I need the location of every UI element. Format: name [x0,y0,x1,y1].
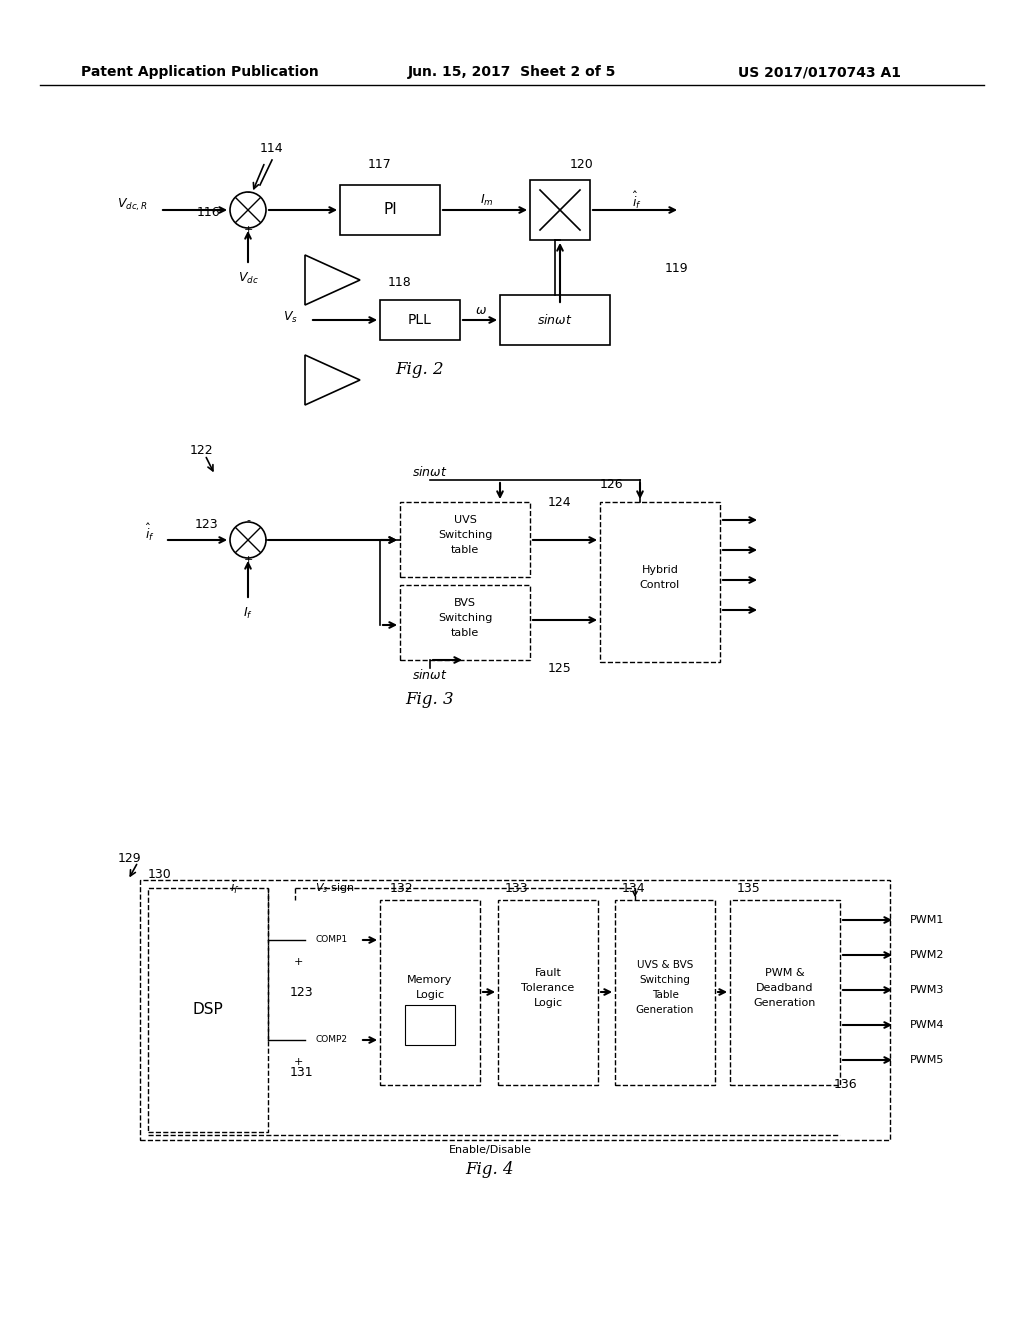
Text: UVS & BVS: UVS & BVS [637,960,693,970]
Bar [340,185,440,235]
Bar [600,502,720,663]
Text: Control: Control [640,579,680,590]
Bar [380,300,460,341]
Text: Fig. 3: Fig. 3 [406,692,455,709]
Text: 118: 118 [388,276,412,289]
Text: $V_s$: $V_s$ [283,309,298,325]
Text: 123: 123 [290,986,313,999]
Text: table: table [451,628,479,638]
Text: 133: 133 [505,882,528,895]
Text: $\hat{i}_f$: $\hat{i}_f$ [145,521,155,543]
Text: Tolerance: Tolerance [521,983,574,993]
Bar [730,900,840,1085]
Text: 126: 126 [600,479,624,491]
Text: PWM &: PWM & [765,968,805,978]
Text: Generation: Generation [754,998,816,1008]
Text: PWM1: PWM1 [910,915,944,925]
Text: PLL: PLL [408,313,432,327]
Text: $V_{dc,R}$: $V_{dc,R}$ [118,197,148,214]
Text: 135: 135 [737,882,761,895]
Text: 116: 116 [197,206,220,219]
Text: DSP: DSP [193,1002,223,1018]
Text: +: + [293,957,303,968]
Text: 130: 130 [148,869,172,882]
Text: -: - [246,515,250,525]
Text: BVS: BVS [454,598,476,609]
Text: $sin\omega t$: $sin\omega t$ [413,668,447,682]
Text: $\omega$: $\omega$ [475,304,487,317]
Text: Jun. 15, 2017  Sheet 2 of 5: Jun. 15, 2017 Sheet 2 of 5 [408,65,616,79]
Text: PWM2: PWM2 [910,950,944,960]
Text: 122: 122 [190,444,214,457]
Text: table: table [451,545,479,554]
Text: 125: 125 [548,661,571,675]
Bar [530,180,590,240]
Text: 136: 136 [834,1078,857,1092]
Text: PI: PI [383,202,397,218]
Bar [380,900,480,1085]
Text: $sin\omega t$: $sin\omega t$ [413,465,447,479]
Text: 119: 119 [665,261,688,275]
Text: 120: 120 [570,158,594,172]
Text: Table: Table [651,990,679,1001]
Text: COMP1: COMP1 [316,936,348,945]
Text: Hybrid: Hybrid [642,565,679,576]
Text: +: + [244,224,253,235]
Text: -: - [246,187,250,197]
Text: Generation: Generation [636,1005,694,1015]
Text: PWM5: PWM5 [910,1055,944,1065]
Text: Enable/Disable: Enable/Disable [449,1144,531,1155]
Text: Switching: Switching [438,612,493,623]
Bar [400,585,530,660]
Bar [140,880,890,1140]
Text: 129: 129 [118,851,141,865]
Text: 114: 114 [260,141,284,154]
Text: $i_f$: $i_f$ [230,880,240,896]
Text: COMP2: COMP2 [316,1035,348,1044]
Bar [615,900,715,1085]
Text: US 2017/0170743 A1: US 2017/0170743 A1 [738,65,901,79]
Bar [500,294,610,345]
Text: Fault: Fault [535,968,561,978]
Text: UVS: UVS [454,515,476,525]
Text: 131: 131 [290,1065,313,1078]
Bar [498,900,598,1085]
Text: Switching: Switching [438,531,493,540]
Text: Fig. 4: Fig. 4 [466,1162,514,1179]
Text: PWM4: PWM4 [910,1020,944,1030]
Text: Fig. 2: Fig. 2 [395,362,444,379]
Text: $V_{dc}$: $V_{dc}$ [238,271,258,285]
Text: 134: 134 [622,882,645,895]
Text: $V_s$ sign: $V_s$ sign [315,880,354,895]
Bar [406,1005,455,1045]
Bar [148,888,268,1133]
Text: $I_m$: $I_m$ [480,193,494,207]
Text: PWM3: PWM3 [910,985,944,995]
Text: 123: 123 [195,519,218,532]
Text: Logic: Logic [534,998,562,1008]
Text: Switching: Switching [640,975,690,985]
Text: Memory: Memory [408,975,453,985]
Text: 132: 132 [390,882,414,895]
Text: 117: 117 [368,158,392,172]
Text: $I_f$: $I_f$ [243,606,253,620]
Text: Logic: Logic [416,990,444,1001]
Text: +: + [293,1057,303,1067]
Text: $sin\omega t$: $sin\omega t$ [538,313,572,327]
Bar [400,502,530,577]
Text: +: + [244,554,253,565]
Text: $\hat{i}_f$: $\hat{i}_f$ [632,189,642,211]
Text: 124: 124 [548,495,571,508]
Text: Deadband: Deadband [757,983,814,993]
Text: Patent Application Publication: Patent Application Publication [81,65,318,79]
